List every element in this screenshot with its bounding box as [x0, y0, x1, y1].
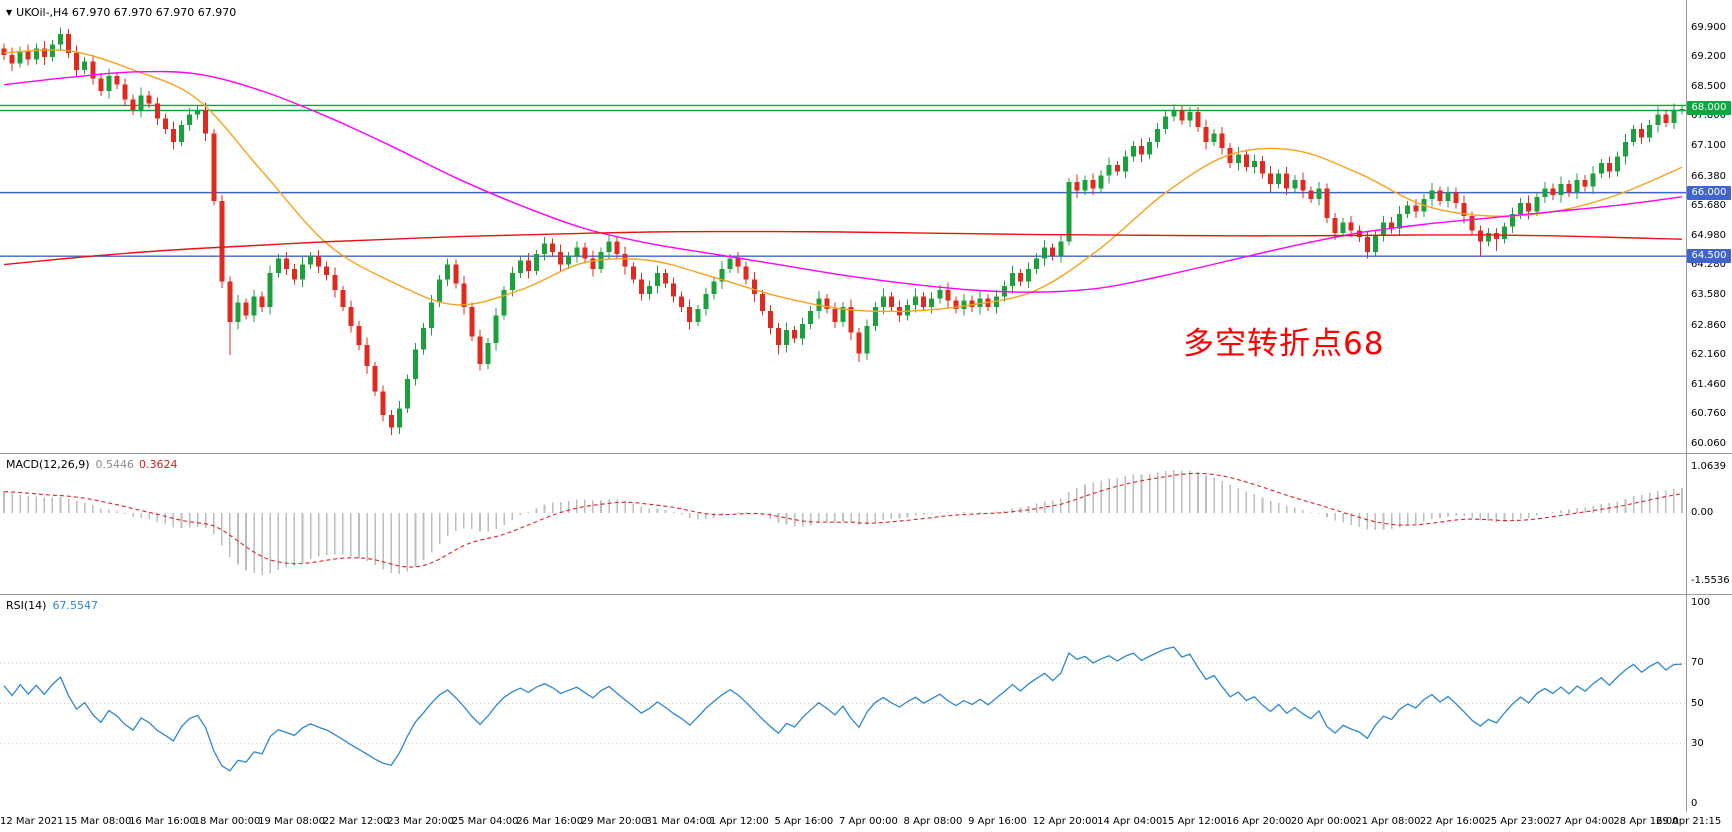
rsi-line	[3, 646, 1682, 772]
price-tick-label: 60.760	[1691, 408, 1726, 420]
time-axis-label: 16 Mar 16:00	[129, 816, 196, 827]
macd-indicator-label: MACD(12,26,9) 0.5446 0.3624	[6, 458, 178, 471]
price-tick-label: 69.900	[1691, 21, 1726, 33]
price-tick-label: 62.160	[1691, 349, 1726, 361]
price-tick-label: 66.380	[1691, 170, 1726, 182]
price-tick-label: 67.800	[1691, 110, 1726, 122]
time-axis-label: 15 Apr 12:00	[1161, 816, 1227, 827]
rsi-indicator-label: RSI(14) 67.5547	[6, 599, 98, 612]
time-axis-label: 31 Mar 04:00	[645, 816, 713, 827]
price-tick-label: 69.200	[1691, 51, 1726, 63]
rsi-tick-label: 50	[1691, 697, 1704, 709]
price-tick-label: 62.860	[1691, 319, 1726, 331]
panel-separator[interactable]	[0, 453, 1732, 454]
time-axis-label: 16 Apr 20:00	[1226, 816, 1292, 827]
time-axis-label: 1 Apr 12:00	[709, 816, 769, 827]
rsi-panel-canvas[interactable]	[0, 595, 1686, 812]
rsi-value: 67.5547	[52, 599, 98, 612]
time-axis-label: 14 Apr 04:00	[1097, 816, 1163, 827]
price-line-badge: 68.000	[1687, 100, 1731, 115]
macd-tick-label: 1.0639	[1691, 460, 1726, 472]
time-axis-label: 25 Mar 04:00	[451, 816, 519, 827]
macd-panel-canvas[interactable]	[0, 454, 1686, 594]
time-axis-label: 19 Mar 08:00	[258, 816, 325, 827]
ma-orange	[4, 49, 1683, 313]
ma-red	[3, 230, 1682, 266]
candles	[1, 27, 1685, 435]
time-axis-label: 9 Apr 16:00	[968, 816, 1027, 827]
price-line-badge: 66.000	[1687, 185, 1731, 200]
time-axis-label: 8 Apr 08:00	[903, 816, 963, 827]
panel-separator[interactable]	[0, 594, 1732, 595]
rsi-tick-label: 30	[1691, 737, 1704, 749]
macd-tick-label: 0.00	[1691, 507, 1714, 519]
time-axis-label: 25 Apr 23:00	[1484, 816, 1550, 827]
chart-title: ▼ UKOil-,H4 67.970 67.970 67.970 67.970	[6, 6, 236, 19]
symbol-dropdown-icon[interactable]: ▼	[6, 8, 13, 17]
symbol-ohlc-label: UKOil-,H4 67.970 67.970 67.970 67.970	[16, 6, 237, 19]
time-axis-label: 7 Apr 00:00	[839, 816, 898, 827]
time-axis-label: 18 Mar 00:00	[193, 816, 261, 827]
time-axis-label: 27 Apr 04:00	[1548, 816, 1615, 827]
time-axis-label: 15 Mar 08:00	[64, 816, 132, 827]
macd-histogram	[3, 469, 1683, 576]
macd-name: MACD(12,26,9)	[6, 458, 90, 471]
time-axis-label: 22 Apr 16:00	[1419, 816, 1486, 827]
horizontal-lines	[0, 104, 1686, 257]
price-tick-label: 63.580	[1691, 289, 1726, 301]
time-axis[interactable]: 12 Mar 2021 15 Mar 08:00 16 Mar 16:00 18 Ma…	[0, 812, 1732, 832]
annotation-text: 多空转折点68	[1183, 326, 1385, 362]
time-axis-label: 28 Apr 16:00	[1613, 816, 1679, 827]
time-axis-label: 21 Apr 08:00	[1355, 816, 1421, 827]
price-tick-label: 60.060	[1691, 438, 1726, 450]
price-tick-label: 64.980	[1691, 229, 1726, 241]
price-tick-label: 61.460	[1691, 378, 1726, 390]
macd-signal-value: 0.3624	[139, 458, 178, 471]
macd-signal-line	[4, 472, 1683, 568]
time-axis-label: 12 Apr 20:00	[1032, 816, 1098, 827]
time-axis-label: 23 Mar 20:00	[387, 816, 455, 827]
rsi-tick-label: 100	[1691, 597, 1711, 608]
time-axis-label: 5 Apr 16:00	[774, 816, 834, 827]
ma-magenta	[3, 70, 1683, 293]
rsi-tick-label: 0	[1691, 798, 1698, 809]
rsi-tick-label: 70	[1691, 657, 1704, 669]
price-axis-border	[1686, 0, 1687, 812]
time-axis-label: 29 Apr 21:15	[1656, 816, 1722, 827]
time-axis-label: 20 Apr 00:00	[1290, 816, 1356, 827]
price-tick-label: 64.280	[1691, 259, 1726, 271]
time-axis-label: 22 Mar 12:00	[322, 816, 390, 827]
price-chart-canvas[interactable]	[0, 0, 1686, 453]
time-axis-label: 26 Mar 16:00	[516, 816, 584, 827]
macd-tick-label: -1.5536	[1691, 575, 1730, 587]
time-axis-label: 12 Mar 2021	[0, 816, 64, 827]
rsi-name: RSI(14)	[6, 599, 47, 612]
macd-main-value: 0.5446	[95, 458, 135, 471]
rsi-level-lines	[0, 662, 1686, 745]
price-tick-label: 65.680	[1691, 200, 1726, 212]
time-axis-label: 29 Mar 20:00	[580, 816, 648, 827]
price-tick-label: 68.500	[1691, 80, 1726, 92]
price-line-badge: 64.500	[1687, 249, 1731, 264]
price-tick-label: 67.100	[1691, 140, 1726, 152]
